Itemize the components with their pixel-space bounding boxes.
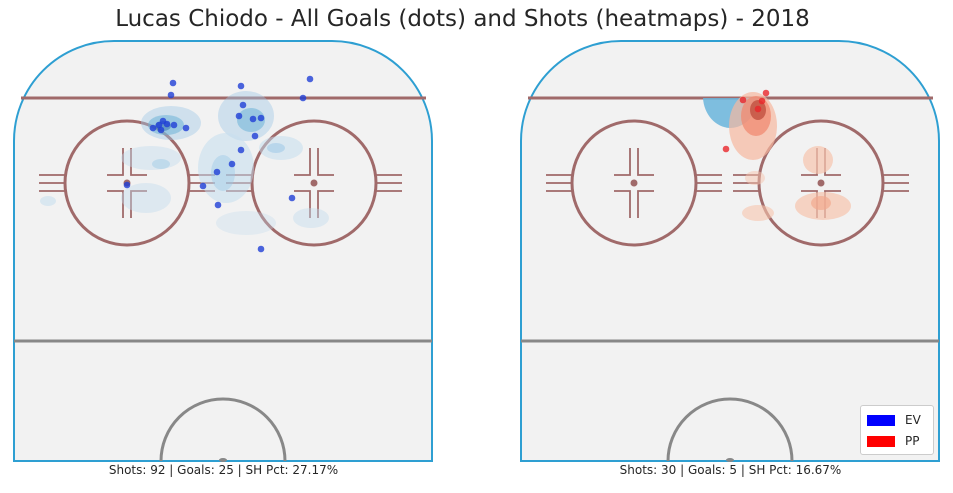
ev-goal-dot-1 — [169, 79, 177, 87]
goal-crease-mark — [219, 458, 227, 462]
boards — [520, 40, 940, 462]
ev-goal-dot-10 — [237, 82, 245, 90]
goal-dots-ev — [123, 75, 314, 253]
pp-goal-dot-2 — [758, 97, 766, 105]
ev-goal-dot-22 — [288, 194, 296, 202]
legend-item-pp: PP — [867, 434, 919, 448]
ev-goal-dot-8 — [170, 121, 178, 129]
ev-goal-dot-2 — [167, 91, 175, 99]
legend-swatch-ev — [867, 414, 895, 426]
faceoff-dot-right — [310, 179, 318, 187]
boards — [13, 40, 433, 462]
ev-goal-dot-19 — [199, 182, 207, 190]
legend: EV PP — [860, 405, 934, 455]
ev-goal-dot-7 — [159, 117, 167, 125]
pp-goal-dot-1 — [762, 89, 770, 97]
chart-title: Lucas Chiodo - All Goals (dots) and Shot… — [115, 6, 810, 32]
legend-label-pp: PP — [905, 434, 920, 448]
ev-goal-dot-20 — [123, 181, 131, 189]
goal-crease-mark — [726, 458, 734, 462]
rink-ev — [13, 40, 433, 462]
pp-goal-dot-5 — [722, 145, 730, 153]
pp-goal-dot-3 — [754, 105, 762, 113]
ev-goal-dot-15 — [251, 132, 259, 140]
ev-goal-dot-21 — [214, 201, 222, 209]
stats-caption-pp: Shots: 30 | Goals: 5 | SH Pct: 16.67% — [619, 463, 842, 477]
goal-dots-pp — [722, 89, 770, 153]
rink-surface — [13, 40, 433, 462]
ev-goal-dot-14 — [257, 114, 265, 122]
legend-item-ev: EV — [867, 413, 921, 427]
ev-goal-dot-16 — [237, 146, 245, 154]
faceoff-dot-right — [817, 179, 825, 187]
shot-heatmap-pp — [703, 92, 851, 221]
ev-goal-dot-25 — [299, 94, 307, 102]
ev-goal-dot-13 — [249, 115, 257, 123]
ev-goal-dot-9 — [182, 124, 190, 132]
ev-goal-dot-18 — [213, 168, 221, 176]
legend-swatch-pp — [867, 435, 895, 447]
center-circle — [666, 397, 794, 462]
ev-goal-dot-17 — [228, 160, 236, 168]
legend-label-ev: EV — [905, 413, 921, 427]
rink-surface — [520, 40, 940, 462]
ev-goal-dot-12 — [235, 112, 243, 120]
pp-goal-dot-4 — [739, 96, 747, 104]
ev-goal-dot-24 — [306, 75, 314, 83]
ev-goal-dot-5 — [157, 126, 165, 134]
rink-pp — [520, 40, 940, 462]
ev-goal-dot-4 — [155, 121, 163, 129]
faceoff-dot-left — [630, 179, 638, 187]
ev-goal-dot-23 — [257, 245, 265, 253]
stats-caption-ev: Shots: 92 | Goals: 25 | SH Pct: 27.17% — [108, 463, 339, 477]
center-circle — [159, 397, 287, 462]
ev-goal-dot-11 — [239, 101, 247, 109]
ev-goal-dot-3 — [149, 124, 157, 132]
